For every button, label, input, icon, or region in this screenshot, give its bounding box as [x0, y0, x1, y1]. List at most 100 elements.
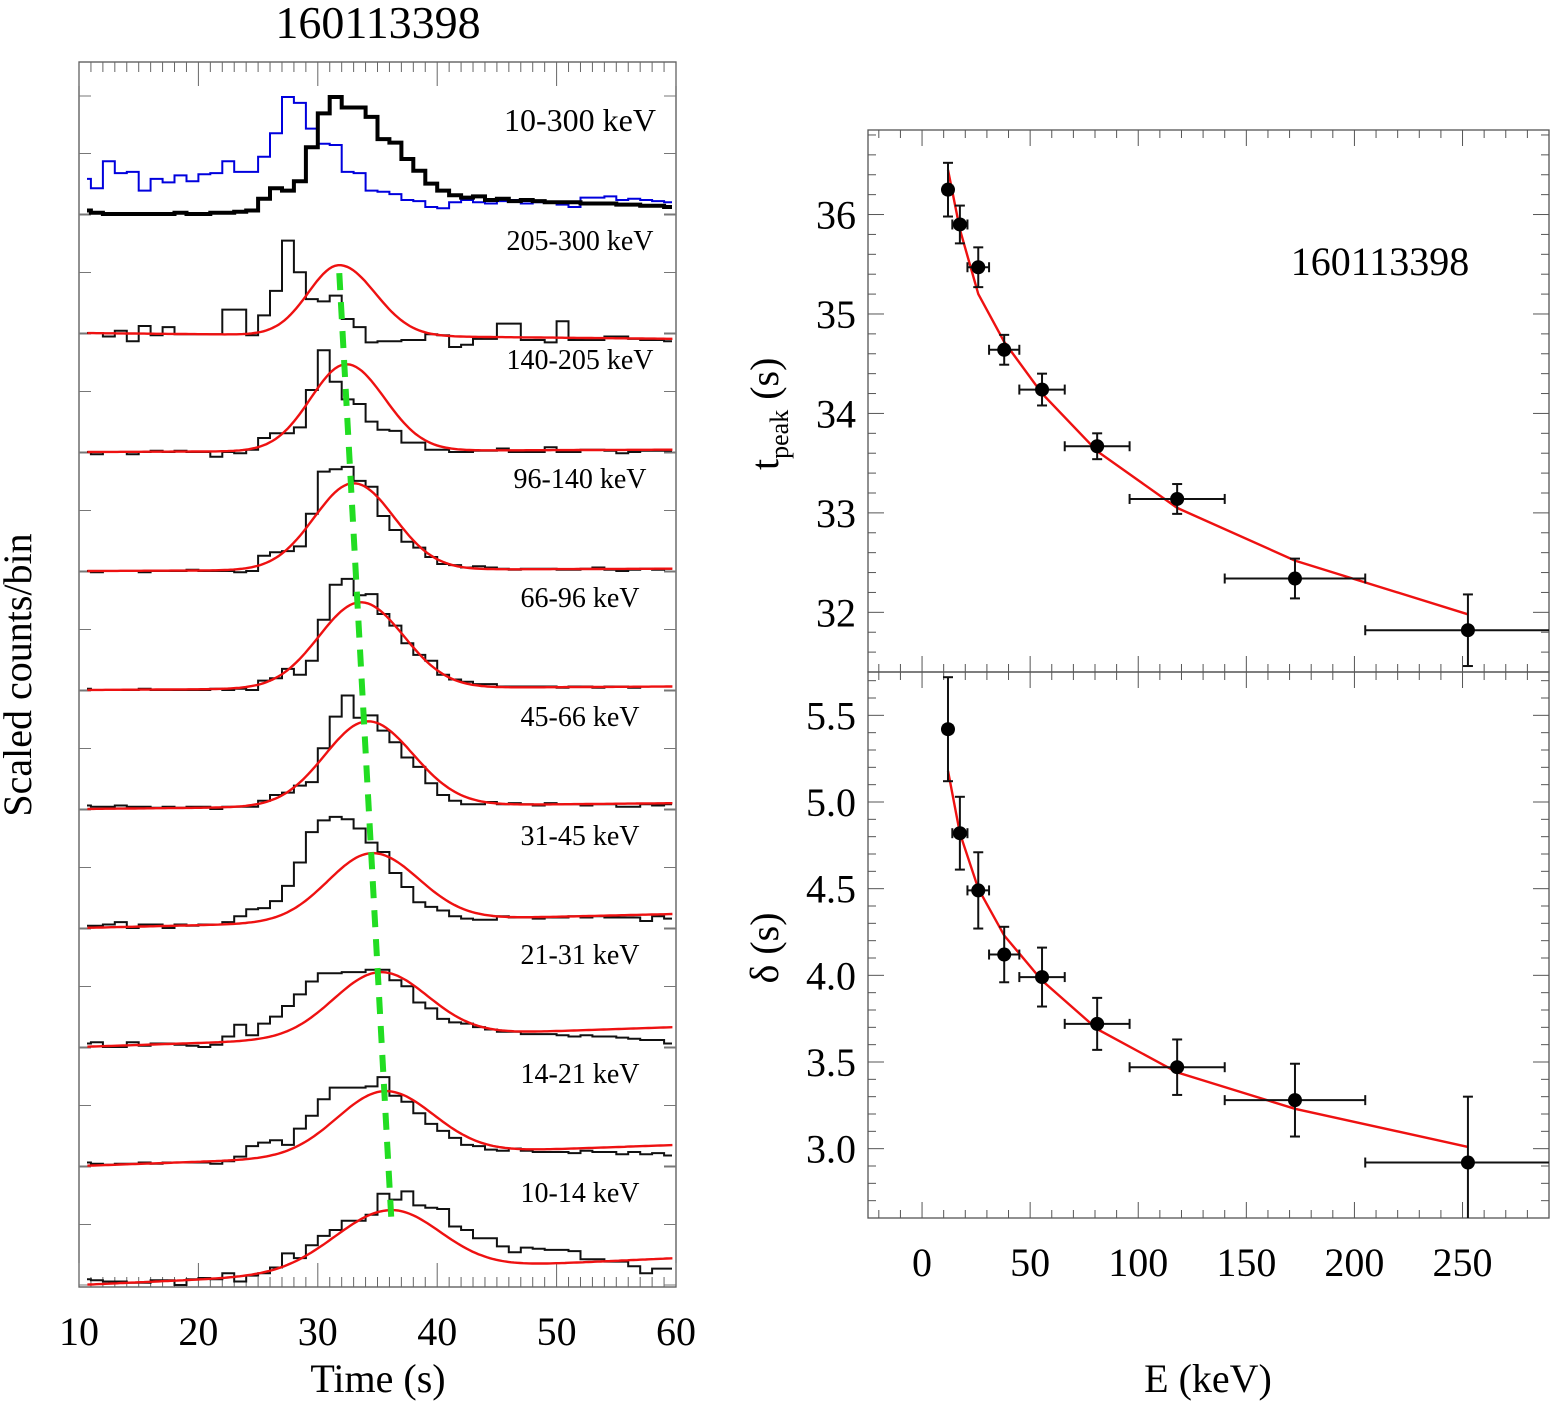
- band-10-14-kev: 10-14 keV: [87, 1178, 673, 1286]
- data-point: [951, 204, 969, 245]
- fit-curve: [87, 363, 673, 454]
- band-label: 10-14 keV: [521, 1178, 640, 1209]
- light-curve-total: [87, 95, 672, 216]
- band-label: 140-205 keV: [507, 345, 654, 376]
- marker: [1287, 1093, 1302, 1108]
- x-axis-label: Time (s): [310, 1356, 445, 1401]
- band-140-205-kev: 140-205 keV: [87, 345, 673, 458]
- fit-curve: [946, 770, 1469, 1149]
- x-tick-labels: 10 20 30 40 50 60: [59, 1309, 696, 1354]
- y-axis-label: Scaled counts/bin: [0, 533, 40, 816]
- x-axis-label: E (keV): [1144, 1356, 1272, 1401]
- fit-curve: [87, 264, 673, 340]
- x-tick-label: 200: [1324, 1240, 1384, 1285]
- x-tick-label: 0: [912, 1240, 932, 1285]
- fit-line: [946, 169, 1469, 616]
- marker: [1287, 571, 1302, 586]
- x-tick-label: 40: [417, 1309, 457, 1354]
- x-tick-label: 50: [537, 1309, 577, 1354]
- band-label: 66-96 keV: [521, 583, 640, 614]
- y-axis-label-sub: peak: [765, 410, 794, 459]
- light-curve-panel: 160113398 10 20 30 40 50 60 10-300 keV 205-300…: [0, 0, 696, 1401]
- peak-trend-line: [336, 272, 395, 1229]
- delta-panel: 3.0 3.5 4.0 4.5 5.0 5.5 0 50 100 150 200 250 δ (s)…: [742, 671, 1550, 1401]
- marker: [1170, 491, 1185, 506]
- data-point: [1223, 557, 1367, 600]
- marker: [952, 217, 967, 232]
- data-points: [940, 676, 1549, 1218]
- x-tick-label: 10: [59, 1309, 99, 1354]
- marker: [1035, 382, 1050, 397]
- y-tick-label: 32: [816, 590, 856, 635]
- marker: [1090, 439, 1105, 454]
- data-point: [1223, 1062, 1367, 1138]
- y-tick-labels: 3.0 3.5 4.0 4.5 5.0 5.5: [806, 693, 856, 1171]
- fit-curve: [87, 601, 673, 692]
- band-label: 14-21 keV: [521, 1059, 640, 1090]
- y-tick-label: 33: [816, 491, 856, 536]
- x-tick-label: 60: [656, 1309, 696, 1354]
- data-point: [1128, 483, 1226, 515]
- data-point: [1364, 593, 1549, 668]
- y-tick-label: 3.0: [806, 1127, 856, 1172]
- fit-curve: [87, 1208, 673, 1286]
- y-axis-label-unit: (s): [742, 358, 787, 410]
- y-tick-label: 5.5: [806, 693, 856, 738]
- light-curve-comparison: [87, 96, 672, 210]
- light-curve-histogram: [87, 1076, 672, 1166]
- band-31-45-kev: 31-45 keV: [87, 815, 673, 929]
- data-point: [1128, 1038, 1226, 1096]
- y-axis-label-main: t: [742, 459, 787, 470]
- band-label: 10-300 keV: [504, 102, 656, 138]
- fit-line: [946, 770, 1469, 1149]
- marker: [1460, 623, 1475, 638]
- x-tick-label: 50: [1010, 1240, 1050, 1285]
- y-tick-label: 4.5: [806, 867, 856, 912]
- data-point: [966, 246, 991, 289]
- x-tick-label: 150: [1216, 1240, 1276, 1285]
- y-tick-label: 5.0: [806, 780, 856, 825]
- y-tick-labels: 32 33 34 35 36: [816, 193, 856, 636]
- chart-title: 160113398: [275, 0, 480, 48]
- plot-frame: [867, 129, 1550, 673]
- x-tick-label: 250: [1433, 1240, 1493, 1285]
- data-point: [940, 161, 955, 218]
- burst-id-annotation: 160113398: [1291, 239, 1470, 284]
- y-axis-label: tpeak (s): [742, 358, 794, 470]
- data-point: [1063, 432, 1131, 461]
- y-tick-label: 4.0: [806, 953, 856, 998]
- marker: [997, 947, 1012, 962]
- axis-ticks: [868, 672, 1549, 1219]
- band-10-300-kev: 10-300 keV: [87, 95, 672, 216]
- band-label: 96-140 keV: [514, 464, 647, 495]
- marker: [1090, 1016, 1105, 1031]
- marker: [997, 342, 1012, 357]
- marker: [971, 260, 986, 275]
- band-14-21-kev: 14-21 keV: [87, 1059, 673, 1167]
- data-point: [1063, 996, 1131, 1051]
- band-45-66-kev: 45-66 keV: [87, 694, 673, 811]
- fit-curve: [946, 169, 1469, 616]
- data-point: [1018, 946, 1066, 1008]
- data-point: [1018, 372, 1066, 407]
- x-tick-label: 20: [178, 1309, 218, 1354]
- marker: [971, 883, 986, 898]
- y-tick-label: 3.5: [806, 1040, 856, 1085]
- x-tick-labels: 0 50 100 150 200 250: [912, 1240, 1492, 1285]
- data-point: [940, 676, 955, 783]
- y-tick-label: 35: [816, 292, 856, 337]
- data-point: [951, 795, 969, 871]
- band-label: 45-66 keV: [521, 702, 640, 733]
- band-205-300-kev: 205-300 keV: [87, 226, 673, 348]
- data-points: [940, 161, 1549, 668]
- x-tick-label: 30: [298, 1309, 338, 1354]
- data-point: [966, 851, 991, 930]
- band-label: 205-300 keV: [507, 226, 654, 257]
- y-tick-label: 34: [816, 391, 856, 436]
- marker: [1460, 1155, 1475, 1170]
- x-ticks: [78, 62, 677, 1287]
- y-axis-label: δ (s): [742, 912, 787, 983]
- marker: [1170, 1060, 1185, 1075]
- fit-curve: [87, 482, 673, 573]
